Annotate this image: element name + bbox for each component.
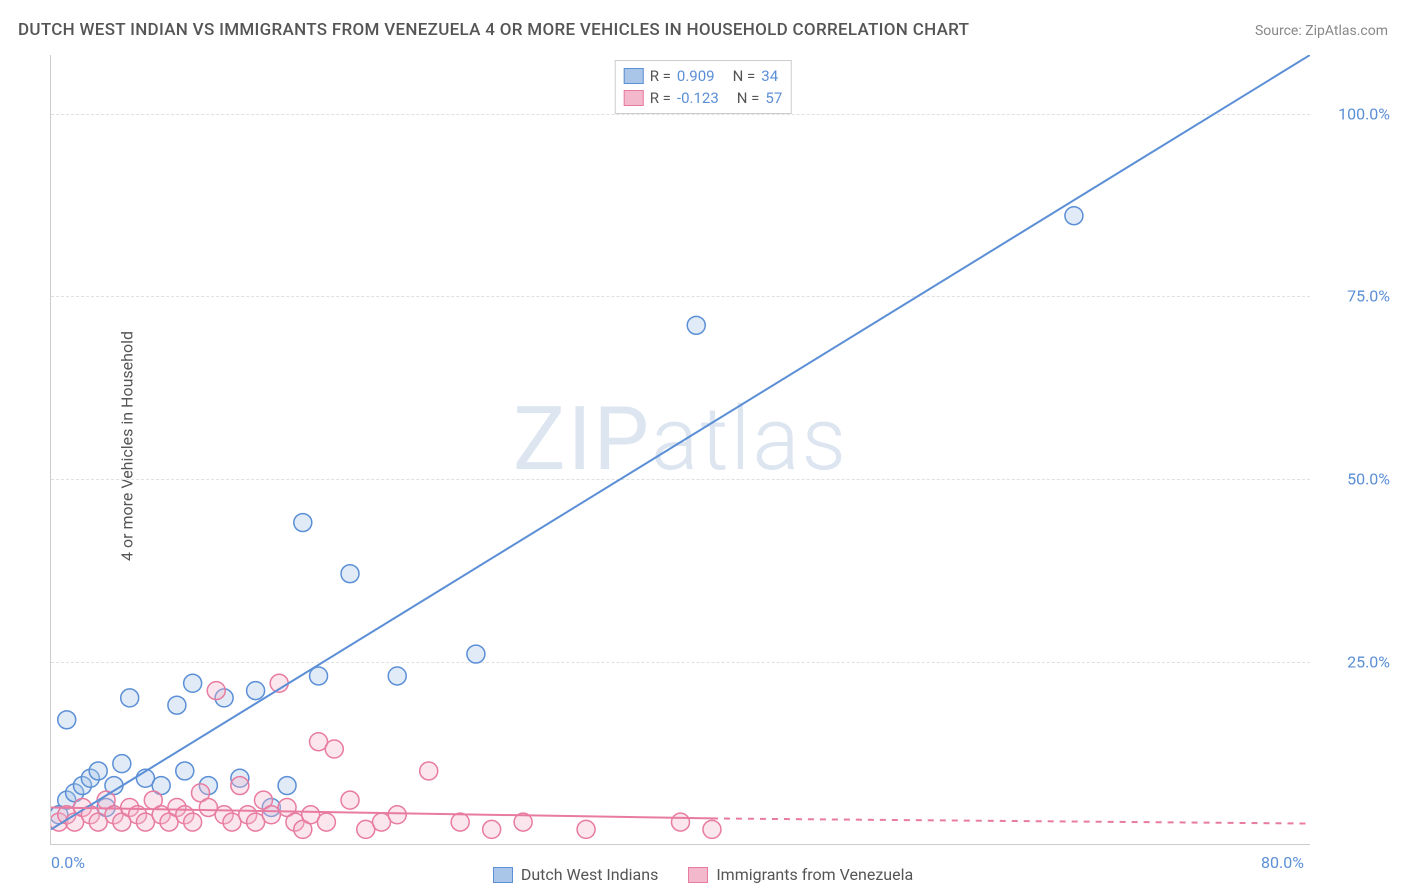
plot-area: ZIPatlas 25.0%50.0%75.0%100.0%0.0%80.0%	[50, 55, 1310, 845]
legend-swatch	[493, 867, 513, 883]
data-point	[388, 806, 406, 824]
legend-swatch	[688, 867, 708, 883]
trend-line	[51, 55, 1310, 829]
data-point	[294, 514, 312, 532]
data-point	[168, 696, 186, 714]
legend-label: Immigrants from Venezuela	[716, 865, 913, 884]
chart-title: DUTCH WEST INDIAN VS IMMIGRANTS FROM VEN…	[18, 20, 969, 40]
data-point	[247, 682, 265, 700]
data-point	[278, 777, 296, 795]
data-point	[388, 667, 406, 685]
y-tick-label: 50.0%	[1320, 470, 1390, 489]
data-point	[420, 762, 438, 780]
data-point	[231, 777, 249, 795]
data-point	[184, 813, 202, 831]
data-point	[207, 682, 225, 700]
legend-label: Dutch West Indians	[521, 865, 659, 884]
y-tick-label: 25.0%	[1320, 653, 1390, 672]
data-point	[317, 813, 335, 831]
data-point	[703, 820, 721, 838]
scatter-plot-svg	[51, 55, 1310, 844]
legend-item: Immigrants from Venezuela	[688, 865, 913, 884]
data-point	[451, 813, 469, 831]
title-bar: DUTCH WEST INDIAN VS IMMIGRANTS FROM VEN…	[18, 20, 1388, 40]
data-point	[89, 762, 107, 780]
data-point	[184, 674, 202, 692]
data-point	[577, 820, 595, 838]
data-point	[341, 791, 359, 809]
legend-item: Dutch West Indians	[493, 865, 659, 884]
data-point	[325, 740, 343, 758]
legend-bottom: Dutch West Indians Immigrants from Venez…	[0, 865, 1406, 884]
data-point	[58, 711, 76, 729]
data-point	[176, 762, 194, 780]
data-point	[113, 755, 131, 773]
data-point	[687, 316, 705, 334]
data-point	[467, 645, 485, 663]
y-tick-label: 100.0%	[1320, 104, 1390, 123]
data-point	[672, 813, 690, 831]
trend-line-dashed	[712, 818, 1310, 823]
data-point	[1065, 207, 1083, 225]
data-point	[341, 565, 359, 583]
source-label: Source: ZipAtlas.com	[1255, 23, 1388, 39]
data-point	[121, 689, 139, 707]
y-tick-label: 75.0%	[1320, 287, 1390, 306]
data-point	[483, 820, 501, 838]
